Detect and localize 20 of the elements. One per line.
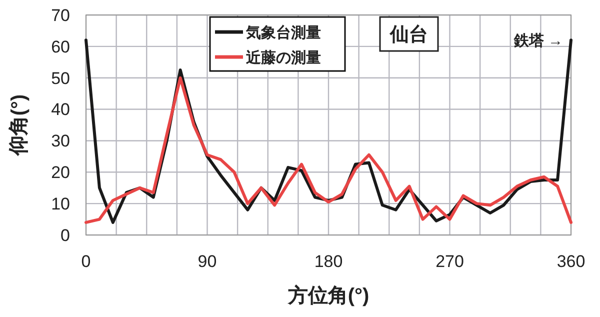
- x-tick-label: 90: [198, 252, 217, 271]
- y-tick-label: 20: [51, 163, 70, 182]
- y-tick-label: 50: [51, 68, 70, 88]
- legend-label: 近藤の測量: [245, 49, 321, 66]
- x-tick-label: 180: [314, 252, 343, 271]
- x-tick-label: 360: [556, 252, 586, 271]
- annotation: 仙台: [389, 24, 428, 46]
- annotation: 鉄塔 →: [512, 32, 563, 50]
- y-tick-label: 10: [51, 194, 70, 214]
- x-axis-title: 方位角(°): [286, 284, 370, 307]
- y-axis-title: 仰角(°): [8, 94, 30, 157]
- x-tick-label: 0: [81, 252, 91, 271]
- y-tick-label: 0: [60, 226, 70, 245]
- y-tick-label: 30: [51, 132, 70, 151]
- y-tick-label: 70: [51, 6, 70, 25]
- x-tick-label: 270: [436, 252, 464, 271]
- legend-label: 気象台測量: [245, 24, 321, 42]
- line-series: [84, 76, 572, 224]
- y-tick-label: 60: [51, 37, 70, 56]
- y-tick-label: 40: [51, 100, 70, 120]
